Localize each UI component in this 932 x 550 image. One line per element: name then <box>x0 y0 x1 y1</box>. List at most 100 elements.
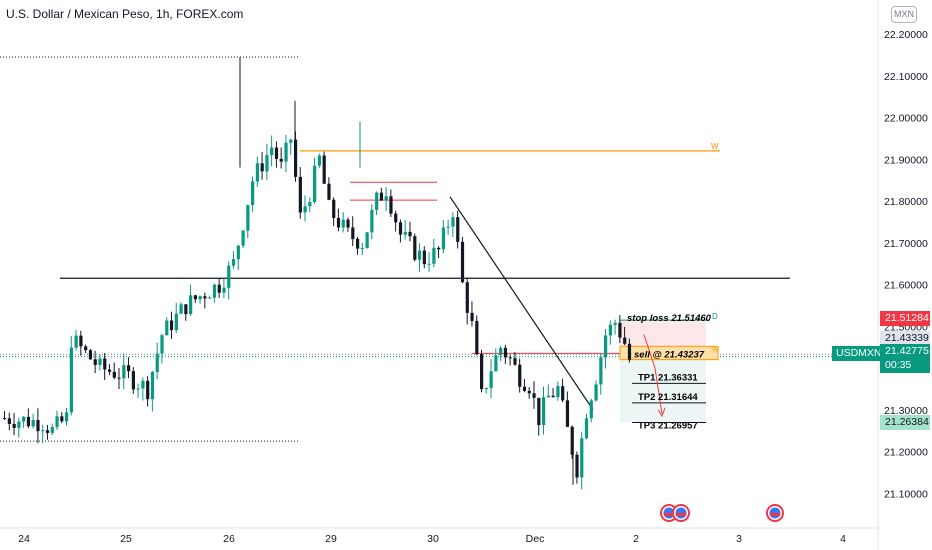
candle-body <box>580 438 584 478</box>
y-tick-label: 21.10000 <box>884 488 928 500</box>
candle-body <box>279 158 283 162</box>
candle-body <box>513 358 517 365</box>
x-tick-label: 24 <box>18 533 30 545</box>
candle-body <box>293 139 298 177</box>
daily-marker: D <box>712 312 718 321</box>
candle-body <box>408 231 412 237</box>
last-price-value: 21.42775 <box>885 345 929 357</box>
candle-body <box>103 358 107 370</box>
tp3-text: TP3 21.26957 <box>638 420 698 431</box>
candle-body <box>246 205 250 231</box>
candle-body <box>65 412 69 422</box>
candle-body <box>542 397 546 426</box>
candle-body <box>355 238 360 249</box>
currency-badge[interactable]: MXN <box>891 6 917 23</box>
candle-body <box>208 297 212 299</box>
candle-body <box>494 355 498 372</box>
candle-body <box>584 418 589 439</box>
candle-body <box>365 232 369 248</box>
candle-body <box>394 213 398 223</box>
candle-body <box>236 245 240 260</box>
us-event-flag <box>672 504 690 522</box>
candle-body <box>189 295 193 315</box>
candle-body <box>55 416 59 428</box>
candle-body <box>489 371 493 388</box>
symbol-label: USDMXN <box>832 346 886 361</box>
candle-body <box>107 369 112 372</box>
candle-body <box>203 296 207 299</box>
candle-body <box>69 347 73 413</box>
flag-stripe <box>770 513 780 516</box>
candle-body <box>79 335 83 347</box>
y-tick-label: 21.70000 <box>884 238 928 250</box>
candle-body <box>136 388 140 390</box>
candle-body <box>346 219 350 228</box>
candle-body <box>518 364 522 387</box>
candle-body <box>313 165 317 203</box>
candle-body <box>193 295 197 300</box>
y-tick-label: 21.80000 <box>884 196 928 208</box>
candle-body <box>522 386 527 391</box>
drawings-layer[interactable] <box>0 56 878 442</box>
x-tick-label: 25 <box>120 533 132 545</box>
level-price-label: 21.43339 <box>880 331 930 346</box>
candle-body <box>546 395 550 398</box>
candle-body <box>141 380 145 389</box>
candle-body <box>604 335 608 358</box>
monthly-zone <box>619 345 719 361</box>
y-tick-label: 21.30000 <box>884 405 928 417</box>
candle-body <box>255 163 260 182</box>
candle-body <box>274 147 279 159</box>
target-zone <box>620 354 706 423</box>
candle-body <box>41 430 45 432</box>
countdown-value: 00:35 <box>885 359 912 371</box>
candle-body <box>499 347 503 356</box>
candle-body <box>17 421 21 428</box>
y-tick-label: 21.90000 <box>884 154 928 166</box>
candle-body <box>7 418 11 424</box>
candle-body <box>131 371 135 390</box>
candle-body <box>217 284 221 293</box>
x-tick-label: 4 <box>840 533 846 545</box>
candle-body <box>556 386 560 398</box>
candle-body <box>451 217 455 227</box>
candle-body <box>117 377 121 379</box>
candle-body <box>370 209 374 233</box>
x-tick-label: 30 <box>427 533 439 545</box>
candle-body <box>441 227 446 250</box>
candle-body <box>417 250 422 260</box>
candle-body <box>155 353 159 373</box>
candle-body <box>527 390 531 394</box>
candle-body <box>31 419 35 427</box>
candle-body <box>22 416 26 422</box>
candle-body <box>432 247 436 264</box>
candle-body <box>174 313 178 331</box>
stop-price-label: 21.51284 <box>880 311 930 326</box>
candle-body <box>93 359 97 365</box>
candle-body <box>360 247 364 249</box>
candle-body <box>589 400 593 419</box>
candle-body <box>508 357 512 359</box>
candle-body <box>322 155 326 184</box>
candle-body <box>594 384 598 401</box>
y-tick-label: 22.20000 <box>884 29 928 41</box>
candle-body <box>251 181 255 206</box>
y-tick-label: 22.10000 <box>884 71 928 83</box>
candle-body <box>446 226 450 228</box>
candle-body <box>74 335 78 348</box>
candle-body <box>45 430 50 433</box>
candle-body <box>398 222 403 235</box>
candle-body <box>36 419 40 432</box>
candle-body <box>112 371 116 378</box>
candle-body <box>618 322 622 338</box>
annotations-layer: stop loss 21.51460 sell @ 21.43237 TP1 21.… <box>627 142 784 522</box>
candle-body <box>351 227 355 239</box>
candle-body <box>480 354 484 390</box>
candle-body <box>379 192 384 201</box>
candle-body <box>575 454 579 478</box>
candle-body <box>336 217 341 228</box>
flag-stripe <box>664 513 674 516</box>
candle-body <box>179 304 183 314</box>
price-grid <box>0 0 879 550</box>
